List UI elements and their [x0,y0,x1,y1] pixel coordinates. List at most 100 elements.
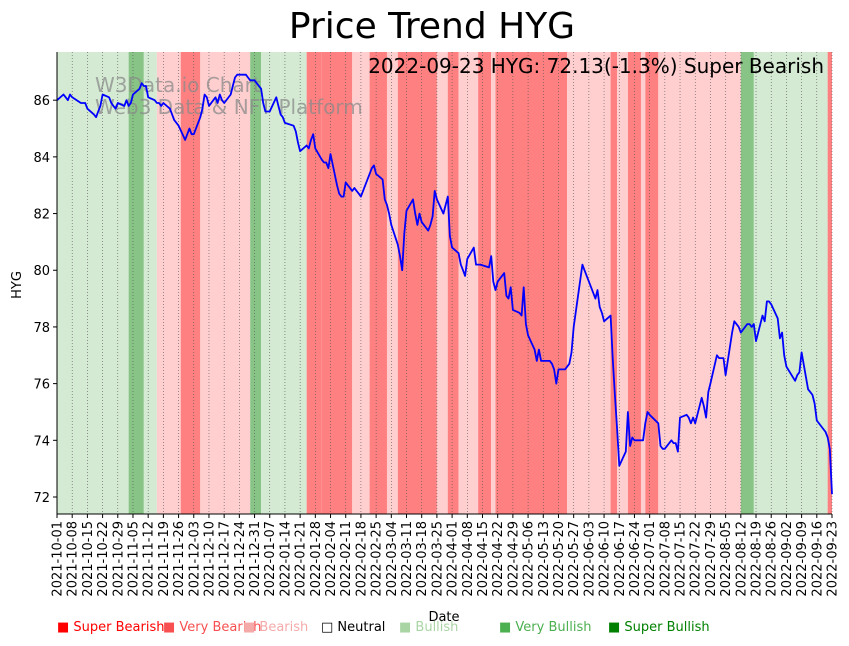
y-axis-label: HYG [10,271,25,299]
x-tick-label: 2022-09-16 [810,521,825,597]
x-tick-label: 2021-10-08 [66,521,81,597]
regime-band [478,52,492,514]
legend-item: □ Neutral [321,620,386,635]
x-tick-label: 2022-08-12 [734,521,749,597]
legend-item: ■ Bearish [243,620,309,635]
x-tick-label: 2022-09-23 [826,521,841,597]
regime-band [250,52,262,514]
regime-band [306,52,322,514]
y-ticks: 72 74 76 78 80 82 84 86 [33,94,57,506]
x-tick-label: 2022-06-10 [598,521,613,597]
regime-band [740,52,754,514]
x-ticks: 2021-10-01 2021-10-08 2021-10-15 2021-10-22… [51,514,841,597]
regime-band [762,52,828,514]
x-tick-label: 2022-06-03 [582,521,597,597]
x-tick-label: 2022-07-15 [674,521,689,597]
x-tick-label: 2022-07-08 [658,521,673,597]
x-tick-label: 2022-07-29 [704,521,719,597]
x-tick-label: 2021-11-26 [172,521,187,597]
x-tick-label: 2022-02-11 [339,521,354,597]
regime-band [180,52,201,514]
x-tick-label: 2021-10-01 [51,521,66,597]
y-tick-label: 78 [33,321,50,336]
watermark-line-2: Web3 Data & NFT Platform [95,95,363,119]
legend-item: ■ Very Bullish [499,620,592,635]
x-tick-label: 2021-12-17 [218,521,233,597]
regime-band [200,52,251,514]
regime-band [458,52,479,514]
y-tick-label: 74 [33,434,50,449]
regime-band [827,52,832,514]
regime-band [640,52,646,514]
x-tick-label: 2022-01-28 [309,521,324,597]
x-tick-label: 2022-01-07 [263,521,278,597]
regime-band [261,52,281,514]
x-tick-label: 2021-12-31 [248,521,263,597]
regime-band [386,52,398,514]
x-tick-label: 2021-10-29 [111,521,126,597]
legend-item: ■ Bullish [399,620,459,635]
x-tick-label: 2022-04-22 [491,521,506,597]
x-tick-label: 2021-11-05 [127,521,142,597]
x-tick-label: 2022-04-01 [446,521,461,597]
legend-item: ■ Super Bullish [608,620,710,635]
regime-band [753,52,763,514]
x-tick-label: 2022-09-02 [780,521,795,597]
x-tick-label: 2022-04-29 [506,521,521,597]
x-tick-label: 2022-07-01 [643,521,658,597]
regime-band [143,52,157,514]
regime-band [610,52,618,514]
y-tick-label: 84 [33,151,50,166]
chart-title: Price Trend HYG [289,6,575,47]
regime-band [156,52,181,514]
legend-item: ■ Very Bearish [163,620,262,635]
regime-band [436,52,448,514]
x-tick-label: 2022-03-25 [430,521,445,597]
x-tick-label: 2022-06-24 [628,521,643,597]
x-tick-label: 2022-02-18 [354,521,369,597]
regime-band [128,52,144,514]
x-tick-label: 2022-03-18 [415,521,430,597]
x-tick-label: 2022-05-27 [567,521,582,597]
x-tick-label: 2021-11-12 [142,521,157,597]
y-tick-label: 82 [33,208,50,223]
x-tick-label: 2021-12-03 [187,521,202,597]
x-tick-label: 2022-08-19 [750,521,765,597]
x-tick-label: 2022-08-26 [765,521,780,597]
x-tick-label: 2022-02-04 [324,521,339,597]
x-tick-label: 2022-02-25 [370,521,385,597]
x-tick-label: 2022-08-05 [719,521,734,597]
x-tick-label: 2022-07-22 [689,521,704,597]
x-tick-label: 2022-06-17 [613,521,628,597]
regime-band [321,52,353,514]
x-tick-label: 2022-01-21 [294,521,309,597]
x-tick-label: 2022-04-15 [476,521,491,597]
x-tick-label: 2021-12-24 [233,521,248,597]
x-tick-label: 2021-10-22 [96,521,111,597]
latest-price-annotation: 2022-09-23 HYG: 72.13(-1.3%) Super Beari… [368,54,824,78]
regime-band [447,52,459,514]
x-tick-label: 2022-03-04 [385,521,400,597]
y-tick-label: 86 [33,94,50,109]
regime-band [658,52,741,514]
x-tick-label: 2022-04-08 [461,521,476,597]
x-tick-label: 2022-03-11 [400,521,415,597]
x-tick-label: 2022-01-14 [278,521,293,597]
regime-band [397,52,437,514]
x-tick-label: 2021-11-19 [157,521,172,597]
regime-bands [57,52,832,514]
x-tick-label: 2022-05-20 [552,521,567,597]
legend: ■ Super Bearish ■ Very Bearish ■ Bearish □ … [57,620,837,638]
x-tick-label: 2021-10-15 [81,521,96,597]
regime-band [617,52,628,514]
price-line [56,73,833,495]
x-tick-label: 2022-05-06 [522,521,537,597]
x-tick-label: 2021-12-10 [203,521,218,597]
legend-item: ■ Super Bearish [57,620,165,635]
x-tick-label: 2022-05-13 [537,521,552,597]
regime-band [57,52,129,514]
y-tick-label: 72 [33,491,50,506]
regime-band [645,52,659,514]
x-tick-label: 2022-09-09 [795,521,810,597]
